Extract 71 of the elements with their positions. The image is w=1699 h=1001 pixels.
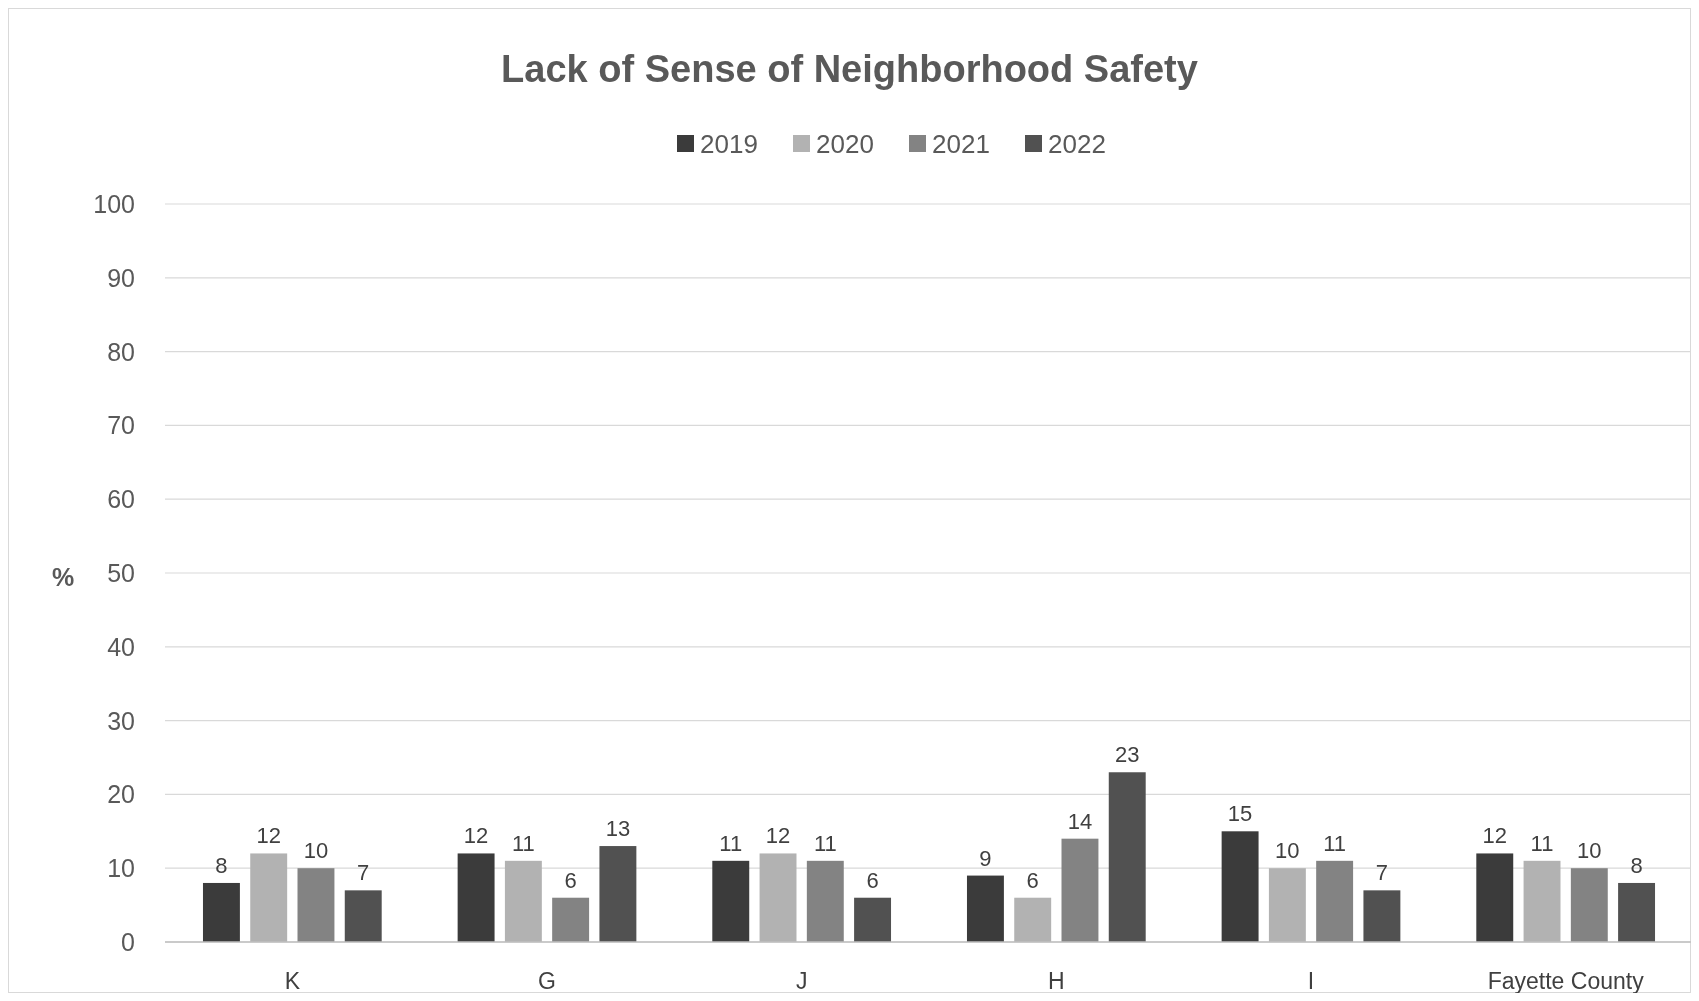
y-tick-label: 0 xyxy=(121,928,135,956)
data-label: 23 xyxy=(1114,742,1140,768)
bar xyxy=(1316,860,1354,942)
data-label: 12 xyxy=(1482,823,1508,849)
data-label: 6 xyxy=(866,867,879,893)
data-label: 15 xyxy=(1227,801,1253,827)
bar xyxy=(1570,868,1608,942)
bar xyxy=(202,882,240,942)
y-tick-label: 70 xyxy=(107,411,135,440)
bar xyxy=(1108,772,1146,942)
data-label: 12 xyxy=(463,823,489,849)
bar xyxy=(1268,868,1306,942)
x-tick-label: Fayette County xyxy=(1487,968,1645,994)
x-tick-label: G xyxy=(538,968,556,994)
bar xyxy=(966,875,1004,942)
y-tick-label: 20 xyxy=(107,780,135,809)
y-tick-label: 90 xyxy=(107,263,135,292)
bar xyxy=(854,897,892,942)
data-label: 8 xyxy=(1630,852,1643,878)
data-label: 13 xyxy=(605,816,631,842)
data-label: 12 xyxy=(765,823,791,849)
data-label: 11 xyxy=(813,830,837,856)
data-label: 10 xyxy=(1577,838,1602,864)
bar xyxy=(344,890,382,942)
legend-label: 2020 xyxy=(816,129,874,159)
chart-title: Lack of Sense of Neighborhood Safety xyxy=(501,48,1198,90)
bar xyxy=(504,860,542,942)
y-tick-label: 60 xyxy=(107,485,135,514)
data-label: 11 xyxy=(1530,830,1554,856)
bar xyxy=(806,860,844,942)
data-label: 7 xyxy=(1375,860,1389,886)
bar xyxy=(250,853,288,942)
y-tick-label: 30 xyxy=(107,706,135,735)
bar xyxy=(712,860,750,942)
bar xyxy=(457,853,495,942)
data-label: 11 xyxy=(1323,830,1347,856)
bar xyxy=(1476,853,1514,942)
y-tick-label: 40 xyxy=(107,632,135,661)
y-tick-label: 80 xyxy=(107,337,135,366)
data-label: 6 xyxy=(564,867,577,893)
y-tick-label: 50 xyxy=(107,559,135,587)
data-label: 9 xyxy=(979,845,992,871)
data-label: 14 xyxy=(1067,808,1093,834)
bar xyxy=(599,846,637,942)
data-label: 6 xyxy=(1026,867,1039,893)
x-tick-label: H xyxy=(1048,968,1065,994)
data-label: 7 xyxy=(357,860,370,886)
bar xyxy=(297,868,335,942)
bar xyxy=(759,853,797,942)
legend-label: 2022 xyxy=(1048,129,1106,159)
legend-label: 2019 xyxy=(700,129,758,159)
bar xyxy=(1061,838,1099,942)
data-label: 8 xyxy=(215,852,228,878)
x-tick-label: I xyxy=(1307,968,1315,994)
bar xyxy=(1523,860,1561,942)
data-label: 12 xyxy=(256,823,281,849)
x-tick-label: K xyxy=(284,968,301,994)
bar xyxy=(552,897,590,942)
legend-label: 2021 xyxy=(932,129,990,159)
bar xyxy=(1363,890,1401,942)
bar xyxy=(1221,831,1259,942)
y-axis-title: % xyxy=(51,563,75,591)
data-label: 10 xyxy=(1275,838,1300,864)
x-tick-label: J xyxy=(795,968,808,994)
bar xyxy=(1618,882,1656,942)
y-tick-label: 100 xyxy=(93,190,135,218)
data-label: 10 xyxy=(303,838,329,864)
bar xyxy=(1014,897,1052,942)
data-label: 11 xyxy=(719,830,743,856)
y-tick-label: 10 xyxy=(107,854,135,883)
data-label: 11 xyxy=(511,830,535,856)
